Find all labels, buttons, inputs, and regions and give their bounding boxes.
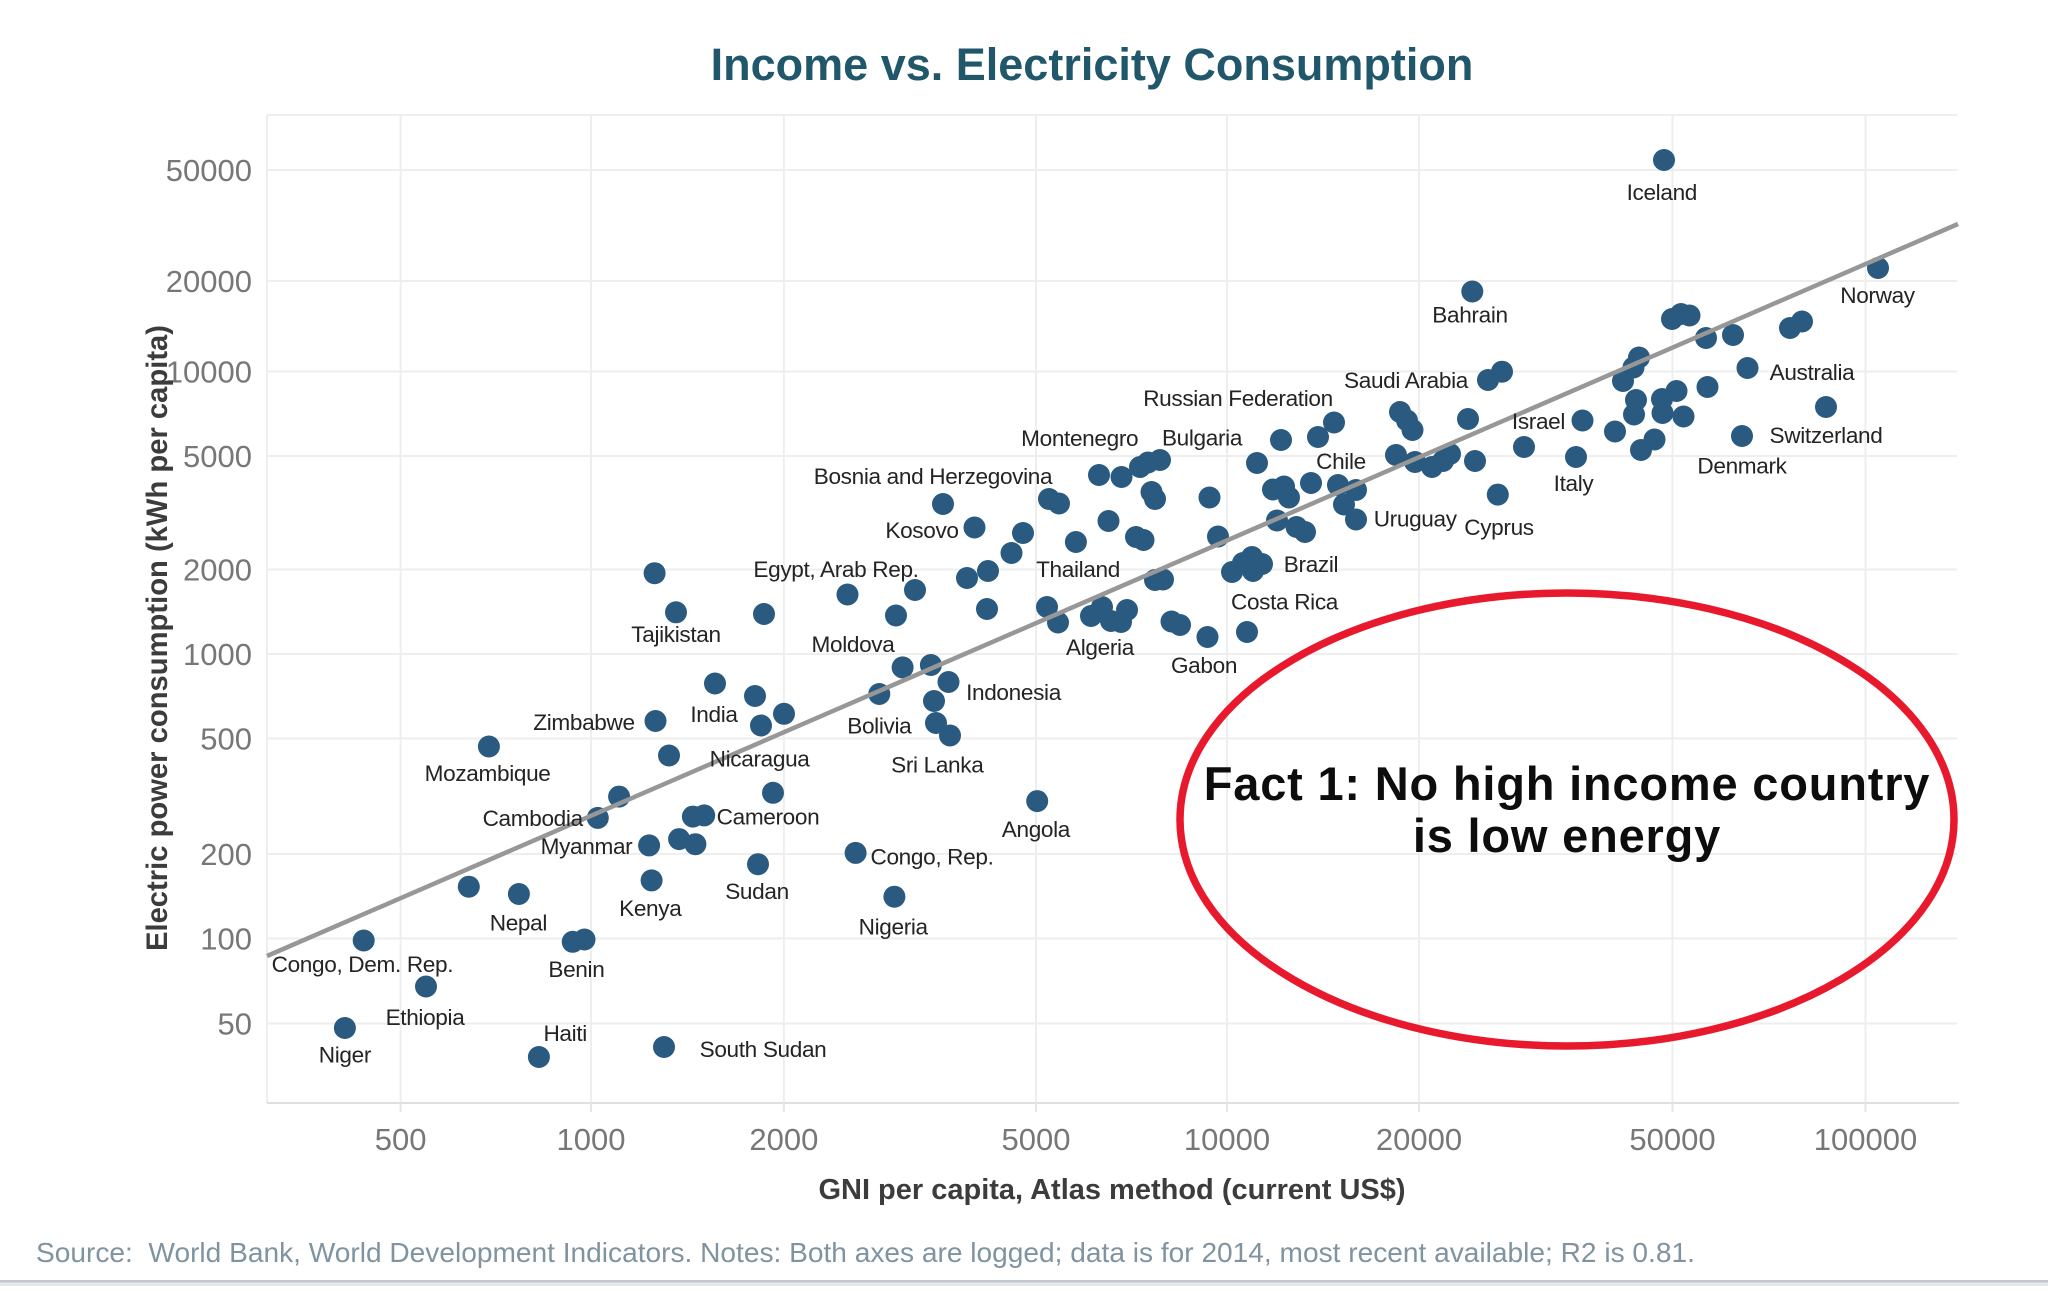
svg-text:Indonesia: Indonesia <box>966 680 1062 705</box>
svg-text:2000: 2000 <box>749 1122 818 1157</box>
svg-text:2000: 2000 <box>183 553 252 588</box>
svg-text:Thailand: Thailand <box>1036 557 1120 582</box>
svg-text:South Sudan: South Sudan <box>700 1037 827 1062</box>
svg-text:Myanmar: Myanmar <box>541 834 634 859</box>
svg-text:500: 500 <box>200 722 252 757</box>
svg-text:Uruguay: Uruguay <box>1374 507 1458 532</box>
svg-text:200: 200 <box>200 837 252 872</box>
svg-text:Russian Federation: Russian Federation <box>1143 386 1333 411</box>
svg-text:Gabon: Gabon <box>1171 653 1237 678</box>
svg-text:Nigeria: Nigeria <box>859 915 929 940</box>
svg-text:5000: 5000 <box>1002 1122 1071 1157</box>
svg-text:India: India <box>690 702 738 727</box>
svg-text:Haiti: Haiti <box>543 1021 586 1046</box>
svg-text:20000: 20000 <box>1376 1122 1462 1157</box>
svg-text:Bosnia and Herzegovina: Bosnia and Herzegovina <box>814 464 1053 489</box>
svg-text:50000: 50000 <box>1629 1122 1715 1157</box>
svg-text:Income vs. Electricity Consump: Income vs. Electricity Consumption <box>711 39 1474 90</box>
svg-text:Nicaragua: Nicaragua <box>710 747 811 772</box>
svg-text:Niger: Niger <box>319 1043 372 1068</box>
svg-text:Costa Rica: Costa Rica <box>1231 590 1339 615</box>
svg-text:1000: 1000 <box>183 637 252 672</box>
svg-text:Australia: Australia <box>1770 360 1856 385</box>
svg-text:Bahrain: Bahrain <box>1432 303 1507 328</box>
svg-text:Sri Lanka: Sri Lanka <box>891 753 984 778</box>
svg-text:Italy: Italy <box>1554 471 1595 496</box>
svg-text:1000: 1000 <box>557 1122 626 1157</box>
svg-text:Iceland: Iceland <box>1627 180 1697 205</box>
svg-text:Congo, Rep.: Congo, Rep. <box>870 845 993 870</box>
svg-text:100000: 100000 <box>1814 1122 1917 1157</box>
svg-text:Switzerland: Switzerland <box>1770 423 1883 448</box>
svg-text:20000: 20000 <box>166 264 252 299</box>
svg-text:Egypt, Arab Rep.: Egypt, Arab Rep. <box>753 557 918 582</box>
svg-text:5000: 5000 <box>183 439 252 474</box>
svg-text:100: 100 <box>200 922 252 957</box>
svg-text:Algeria: Algeria <box>1066 635 1135 660</box>
svg-text:10000: 10000 <box>166 355 252 390</box>
svg-text:Kenya: Kenya <box>619 896 682 921</box>
svg-text:Norway: Norway <box>1840 283 1916 308</box>
svg-text:Moldova: Moldova <box>812 632 896 657</box>
svg-text:Cameroon: Cameroon <box>717 805 820 830</box>
svg-text:Kosovo: Kosovo <box>885 518 958 543</box>
svg-text:Zimbabwe: Zimbabwe <box>533 710 634 735</box>
svg-text:Angola: Angola <box>1002 817 1071 842</box>
svg-text:500: 500 <box>375 1122 427 1157</box>
svg-text:GNI per capita, Atlas method (: GNI per capita, Atlas method (current US… <box>818 1174 1405 1206</box>
svg-text:Saudi Arabia: Saudi Arabia <box>1344 368 1469 393</box>
svg-text:Tajikistan: Tajikistan <box>631 622 720 647</box>
svg-text:Brazil: Brazil <box>1284 552 1338 577</box>
svg-text:50000: 50000 <box>166 153 252 188</box>
svg-text:Congo, Dem. Rep.: Congo, Dem. Rep. <box>272 952 454 977</box>
svg-text:Benin: Benin <box>548 957 604 982</box>
svg-text:Fact 1: No high income country: Fact 1: No high income country <box>1204 757 1930 810</box>
svg-text:Denmark: Denmark <box>1697 454 1787 479</box>
svg-text:Cyprus: Cyprus <box>1464 515 1534 540</box>
svg-text:Montenegro: Montenegro <box>1021 426 1138 451</box>
svg-text:Electric power consumption (kW: Electric power consumption (kWh per capi… <box>142 325 174 951</box>
svg-text:10000: 10000 <box>1184 1122 1270 1157</box>
svg-text:Sudan: Sudan <box>725 879 789 904</box>
svg-text:Bulgaria: Bulgaria <box>1162 426 1243 451</box>
svg-text:Source: World Bank, World Dev: Source: World Bank, World Development In… <box>36 1237 1695 1268</box>
svg-text:Mozambique: Mozambique <box>425 761 551 786</box>
svg-text:Bolivia: Bolivia <box>847 714 912 739</box>
svg-text:Chile: Chile <box>1316 449 1366 474</box>
svg-text:50: 50 <box>218 1007 252 1042</box>
svg-text:Ethiopia: Ethiopia <box>386 1005 466 1030</box>
svg-text:Cambodia: Cambodia <box>483 806 584 831</box>
svg-text:Israel: Israel <box>1512 409 1565 434</box>
svg-text:Nepal: Nepal <box>490 911 547 936</box>
svg-text:is low energy: is low energy <box>1413 809 1721 862</box>
